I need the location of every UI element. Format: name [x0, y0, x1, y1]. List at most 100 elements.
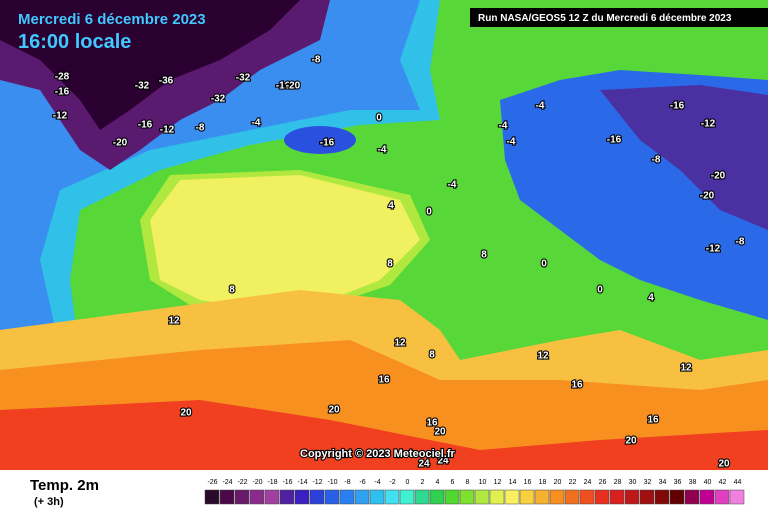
- map-label: -16: [55, 87, 70, 98]
- color-swatch: [669, 489, 685, 505]
- map-label: -12: [706, 244, 721, 255]
- scale-label: 30: [629, 479, 637, 486]
- map-label: -20: [700, 191, 715, 202]
- scale-label: -4: [374, 479, 380, 486]
- color-swatch: [369, 489, 385, 505]
- color-swatch: [264, 489, 280, 505]
- scale-label: -20: [252, 479, 262, 486]
- color-swatch: [279, 489, 295, 505]
- map-label: 12: [537, 351, 549, 362]
- map-label: -36: [159, 76, 174, 87]
- color-swatch: [204, 489, 220, 505]
- map-label: -32: [135, 81, 150, 92]
- scale-label: 32: [644, 479, 652, 486]
- scale-label: 8: [466, 479, 470, 486]
- map-label: -12: [160, 125, 175, 136]
- run-box: [470, 8, 768, 27]
- map-label: 20: [434, 427, 446, 438]
- scale-label: 24: [584, 479, 592, 486]
- map-label: -16: [607, 135, 622, 146]
- map-label: -20: [286, 81, 301, 92]
- color-swatch: [459, 489, 475, 505]
- map-label: -12: [701, 119, 716, 130]
- scale-label: 42: [719, 479, 727, 486]
- map-label: 8: [229, 285, 235, 296]
- scale-label: -24: [222, 479, 232, 486]
- color-swatch: [309, 489, 325, 505]
- color-swatch: [684, 489, 700, 505]
- scale-label: 4: [436, 479, 440, 486]
- map-label: 12: [680, 363, 692, 374]
- map-label: 20: [180, 408, 192, 419]
- scale-label: -14: [297, 479, 307, 486]
- scale-label: 18: [539, 479, 547, 486]
- map-label: -20: [711, 171, 726, 182]
- scale-label: -26: [207, 479, 217, 486]
- color-swatch: [699, 489, 715, 505]
- color-swatch: [519, 489, 535, 505]
- map-label: 8: [429, 350, 435, 361]
- legend-title: Temp. 2m: [30, 477, 99, 494]
- color-swatch: [639, 489, 655, 505]
- map-label: -12: [53, 111, 68, 122]
- color-swatch: [444, 489, 460, 505]
- color-swatch: [429, 489, 445, 505]
- map-label: 12: [168, 316, 180, 327]
- map-date: Mercredi 6 décembre 2023: [18, 11, 206, 28]
- map-label: -4: [378, 145, 387, 156]
- map-label: -28: [55, 72, 70, 83]
- color-swatch: [504, 489, 520, 505]
- color-swatch: [249, 489, 265, 505]
- map-label: 16: [378, 375, 390, 386]
- color-swatch: [549, 489, 565, 505]
- zone: [150, 175, 420, 310]
- color-swatch: [324, 489, 340, 505]
- color-swatch: [414, 489, 430, 505]
- map-label: 12: [394, 338, 406, 349]
- scale-label: -16: [282, 479, 292, 486]
- map-label: 16: [426, 418, 438, 429]
- color-swatch: [624, 489, 640, 505]
- map-label: -8: [312, 55, 321, 66]
- scale-label: 12: [494, 479, 502, 486]
- map-label: 4: [388, 201, 394, 212]
- color-swatch: [354, 489, 370, 505]
- color-swatch: [339, 489, 355, 505]
- scale-label: 36: [674, 479, 682, 486]
- zone: [284, 126, 356, 154]
- scale-label: 14: [509, 479, 517, 486]
- color-swatch: [219, 489, 235, 505]
- color-swatch: [534, 489, 550, 505]
- scale-label: 0: [406, 479, 410, 486]
- scale-label: 22: [569, 479, 577, 486]
- map-label: -32: [211, 94, 226, 105]
- map-label: -16: [138, 120, 153, 131]
- map-label: -16: [320, 138, 335, 149]
- map-label: -16: [276, 81, 291, 92]
- map-label: 8: [481, 250, 487, 261]
- zone: [0, 0, 300, 130]
- map-label: 0: [541, 259, 547, 270]
- color-swatch: [294, 489, 310, 505]
- scale-label: 40: [704, 479, 712, 486]
- scale-label: 38: [689, 479, 697, 486]
- scale-label: 26: [599, 479, 607, 486]
- map-label: 24: [437, 456, 449, 467]
- map-label: 0: [376, 113, 382, 124]
- scale-label: -10: [327, 479, 337, 486]
- map-label: 24: [418, 459, 430, 470]
- color-swatch: [714, 489, 730, 505]
- map-label: 0: [426, 207, 432, 218]
- scale-label: 10: [479, 479, 487, 486]
- map-label: -16: [670, 101, 685, 112]
- map-label: 8: [387, 259, 393, 270]
- color-swatch: [399, 489, 415, 505]
- map-label: 20: [625, 436, 637, 447]
- map-label: 20: [328, 405, 340, 416]
- color-swatch: [654, 489, 670, 505]
- map-label: -4: [536, 101, 545, 112]
- scale-label: -22: [237, 479, 247, 486]
- scale-label: 2: [421, 479, 425, 486]
- map-label: -8: [196, 123, 205, 134]
